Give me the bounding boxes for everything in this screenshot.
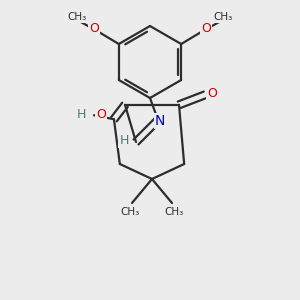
Text: CH₃: CH₃ [164, 207, 184, 217]
Text: N: N [155, 114, 165, 128]
Text: CH₃: CH₃ [67, 12, 86, 22]
Text: H: H [76, 108, 86, 121]
Text: O: O [96, 108, 106, 121]
Text: CH₃: CH₃ [214, 12, 233, 22]
Text: O: O [89, 22, 99, 35]
Text: H: H [119, 134, 129, 146]
Text: CH₃: CH₃ [120, 207, 140, 217]
Text: O: O [207, 87, 217, 100]
Text: O: O [201, 22, 211, 35]
